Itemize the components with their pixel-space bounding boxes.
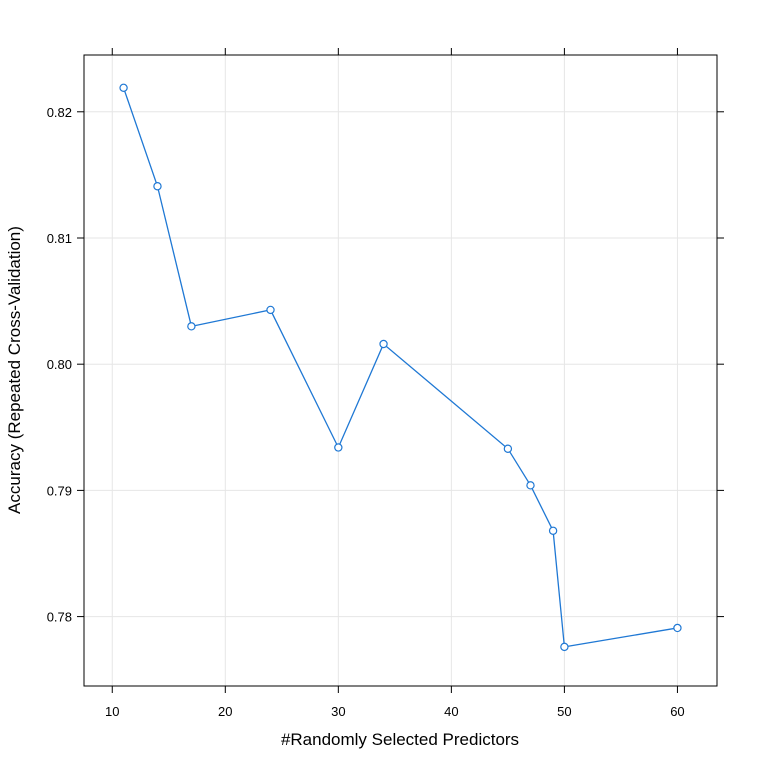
- x-tick-label: 20: [218, 704, 232, 719]
- data-point: [379, 339, 388, 349]
- y-tick-label: 0.79: [47, 483, 72, 498]
- x-axis-title: #Randomly Selected Predictors: [281, 730, 519, 749]
- axis-ticks: [77, 48, 724, 693]
- data-point: [187, 322, 196, 331]
- y-tick-label: 0.82: [47, 105, 72, 120]
- x-tick-labels: 10 20 30 40 50 60: [105, 704, 685, 719]
- data-point: [119, 83, 128, 93]
- data-point: [503, 444, 513, 453]
- data-point: [526, 481, 535, 490]
- data-point: [153, 182, 162, 191]
- x-tick-label: 10: [105, 704, 119, 719]
- grid-lines: [84, 55, 717, 686]
- plot-frame: [83, 54, 718, 687]
- data-point: [560, 642, 569, 652]
- x-tick-label: 60: [670, 704, 684, 719]
- data-point: [673, 623, 682, 633]
- data-point: [548, 526, 558, 535]
- data-point: [334, 443, 343, 452]
- y-tick-labels: 0.78 0.79 0.80 0.81 0.82: [47, 105, 72, 625]
- y-axis-title: Accuracy (Repeated Cross-Validation): [5, 226, 24, 514]
- y-tick-label: 0.78: [47, 610, 72, 625]
- x-tick-label: 40: [444, 704, 458, 719]
- series-accuracy: [119, 83, 682, 652]
- x-tick-label: 50: [557, 704, 571, 719]
- y-tick-label: 0.81: [47, 231, 72, 246]
- x-tick-label: 30: [331, 704, 345, 719]
- y-tick-label: 0.80: [47, 357, 72, 372]
- data-point: [266, 305, 275, 315]
